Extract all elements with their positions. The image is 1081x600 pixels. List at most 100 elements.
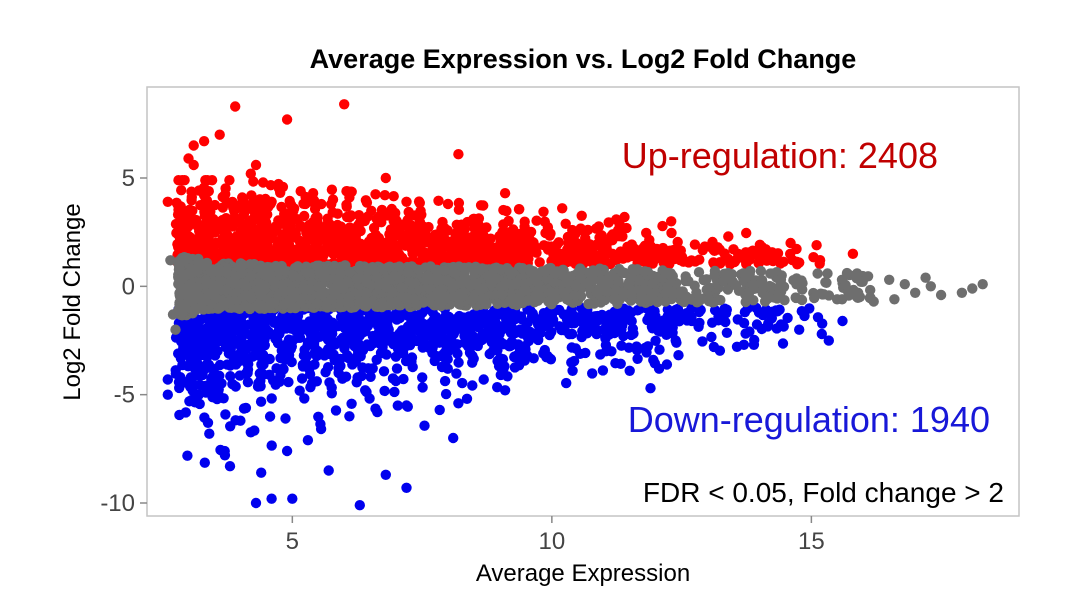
- down-point: [419, 332, 430, 343]
- nonsig-point: [660, 268, 672, 279]
- down-point: [270, 333, 281, 344]
- down-point: [180, 407, 191, 418]
- nonsig-point: [454, 299, 465, 310]
- down-point: [235, 415, 246, 426]
- down-point: [289, 324, 300, 335]
- nonsig-point: [884, 274, 895, 285]
- up-point: [334, 246, 346, 257]
- down-point: [541, 352, 552, 363]
- down-point: [237, 325, 249, 337]
- down-point: [671, 337, 682, 348]
- down-point: [257, 335, 269, 346]
- nonsig-point: [176, 306, 188, 318]
- nonsig-point: [319, 287, 330, 298]
- nonsig-point: [492, 298, 503, 309]
- down-point: [544, 329, 555, 341]
- down-point: [335, 353, 346, 365]
- down-point: [365, 371, 376, 382]
- nonsig-point: [851, 268, 863, 279]
- x-axis: 5 10 15: [286, 516, 825, 555]
- up-point: [327, 194, 339, 205]
- up-point: [299, 210, 310, 222]
- down-point: [292, 332, 304, 343]
- down-point: [374, 338, 385, 349]
- up-point: [575, 223, 586, 234]
- down-point: [402, 337, 413, 348]
- up-point: [811, 240, 822, 251]
- down-point: [324, 377, 335, 388]
- down-point: [200, 361, 212, 372]
- up-point: [485, 233, 496, 244]
- down-point: [658, 315, 669, 326]
- nonsig-point: [384, 261, 395, 272]
- nonsig-point: [221, 267, 233, 278]
- nonsig-point: [402, 292, 413, 304]
- nonsig-point: [925, 281, 936, 292]
- nonsig-point: [342, 296, 353, 308]
- up-point: [453, 149, 464, 160]
- down-point: [661, 359, 673, 370]
- down-point: [242, 377, 254, 388]
- nonsig-point: [693, 267, 705, 278]
- nonsig-point: [899, 279, 910, 290]
- down-point: [390, 375, 402, 387]
- down-point: [255, 396, 267, 407]
- nonsig-point: [262, 271, 273, 282]
- down-point: [782, 312, 793, 324]
- nonsig-point: [190, 304, 201, 316]
- up-point: [503, 215, 514, 227]
- up-point: [579, 239, 590, 251]
- nonsig-point: [312, 298, 323, 309]
- up-point: [214, 129, 225, 140]
- down-point: [182, 450, 193, 461]
- down-point: [482, 320, 493, 331]
- nonsig-point: [213, 303, 224, 314]
- up-point: [451, 227, 463, 239]
- down-point: [333, 367, 344, 379]
- down-point: [281, 445, 293, 457]
- up-point: [350, 251, 361, 263]
- nonsig-point: [549, 268, 560, 279]
- up-point: [339, 99, 350, 110]
- down-point: [315, 423, 327, 435]
- down-point: [653, 363, 665, 374]
- up-point: [198, 136, 210, 147]
- down-point: [419, 420, 430, 431]
- up-point: [326, 246, 337, 258]
- nonsig-point: [361, 277, 372, 288]
- up-point: [474, 248, 485, 259]
- up-point: [172, 229, 184, 240]
- up-point: [741, 227, 752, 239]
- nonsig-point: [269, 297, 280, 308]
- up-point: [304, 247, 315, 258]
- up-point: [366, 205, 377, 216]
- down-point: [266, 440, 277, 451]
- down-point: [516, 313, 527, 325]
- up-point: [369, 231, 380, 242]
- up-point: [413, 196, 425, 207]
- up-point: [473, 213, 485, 224]
- up-point: [209, 249, 220, 261]
- down-point: [322, 362, 334, 373]
- nonsig-point: [772, 293, 783, 304]
- up-point: [179, 175, 190, 186]
- down-point: [182, 361, 194, 372]
- nonsig-point: [698, 274, 709, 286]
- nonsig-point: [210, 292, 222, 304]
- down-point: [242, 364, 254, 375]
- down-point: [225, 371, 236, 382]
- down-point: [204, 428, 215, 439]
- up-point: [251, 230, 263, 241]
- down-point: [380, 469, 391, 480]
- x-tick-label: 10: [539, 528, 566, 555]
- nonsig-point: [496, 280, 507, 292]
- nonsig-point: [352, 274, 363, 285]
- down-point: [492, 355, 503, 367]
- down-point: [738, 339, 750, 350]
- down-point: [378, 366, 390, 377]
- nonsig-point: [292, 261, 303, 272]
- nonsig-point: [198, 304, 209, 315]
- down-point: [766, 313, 777, 324]
- nonsig-point: [288, 270, 299, 281]
- down-point: [708, 341, 720, 353]
